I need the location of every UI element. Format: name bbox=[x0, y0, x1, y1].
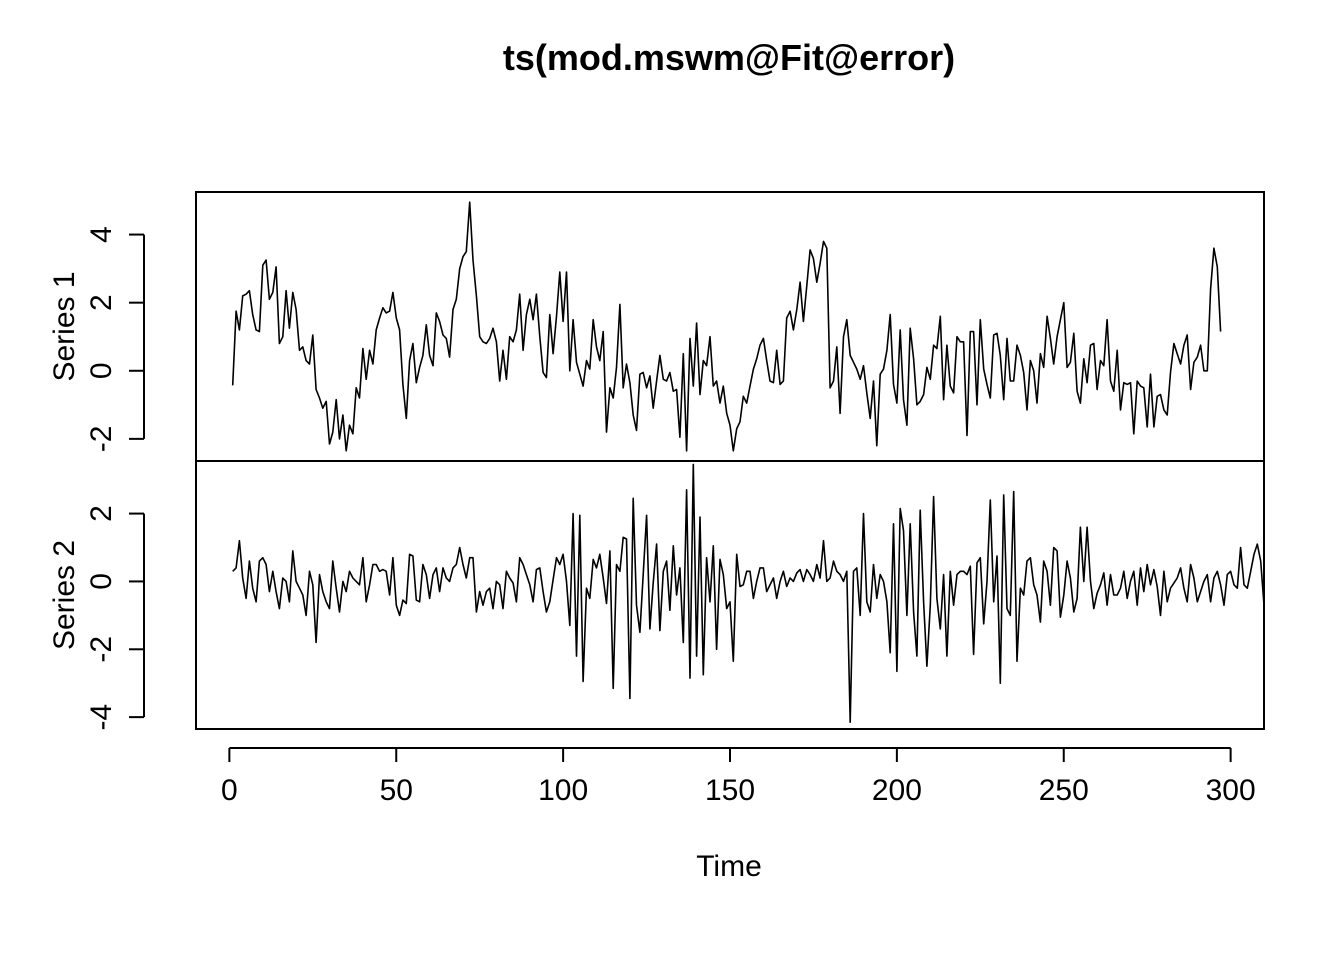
series-2-line bbox=[232, 463, 1265, 724]
series-2-y-tick-label: -2 bbox=[85, 636, 118, 663]
series-2-y-tick-label: 0 bbox=[85, 573, 118, 590]
x-tick-label: 50 bbox=[380, 774, 413, 807]
x-axis-label: Time bbox=[696, 850, 762, 883]
series-2-panel: -4 -2 0 2 Series 2 bbox=[48, 460, 1265, 731]
series-2-frame bbox=[195, 460, 1265, 730]
series-1-line bbox=[231, 201, 1222, 452]
x-tick-label: 150 bbox=[705, 774, 755, 807]
series-1-label: Series 1 bbox=[48, 271, 81, 381]
series-1-y-tick-label: 4 bbox=[85, 226, 118, 243]
x-tick-label: 100 bbox=[538, 774, 588, 807]
x-axis: 0 50 100 150 200 250 300 bbox=[221, 747, 1256, 807]
series-1-y-tick-label: 0 bbox=[85, 362, 118, 379]
series-1-y-tick-label: 2 bbox=[85, 294, 118, 311]
x-tick-label: 0 bbox=[221, 774, 238, 807]
panels: -2 0 2 4 Series 1 -4 -2 0 2 Series 2 bbox=[48, 191, 1265, 731]
series-2-y-tick-label: -4 bbox=[85, 704, 118, 731]
series-2-y-tick-label: 2 bbox=[85, 505, 118, 522]
series-2-label: Series 2 bbox=[48, 540, 81, 650]
series-1-y-tick-label: -2 bbox=[85, 426, 118, 453]
x-tick-label: 300 bbox=[1206, 774, 1256, 807]
x-tick-label: 250 bbox=[1039, 774, 1089, 807]
chart-title: ts(mod.mswm@Fit@error) bbox=[503, 37, 955, 78]
x-tick-label: 200 bbox=[872, 774, 922, 807]
